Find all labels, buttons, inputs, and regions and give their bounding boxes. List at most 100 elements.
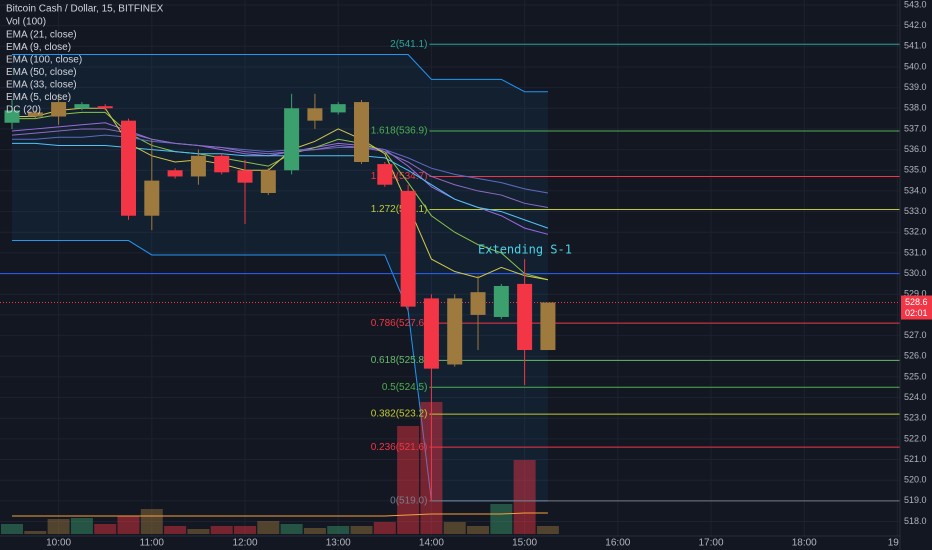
volume-bar [164,526,187,534]
volume-bar [117,516,140,534]
candle-body [144,180,160,216]
legend-entry: EMA (9, close) [6,42,71,53]
fib-label: 0.786(527.6) [371,318,428,329]
x-tick-label: 16:00 [605,538,630,549]
candle-body [214,155,230,173]
volume-bar [303,528,326,534]
volume-bar [373,522,396,534]
legend-entry: EMA (21, close) [6,30,77,41]
ema-line [11,128,549,208]
legend-entry: DC (20) [6,105,41,116]
candle-body [260,170,276,193]
candle-body [400,190,416,307]
y-tick-label: 524.0 [904,392,927,402]
dc-upper [12,54,548,93]
candle-body [354,102,370,162]
candle-body [167,170,183,177]
last-price-label: 528.6 [905,297,928,307]
ema-line [12,134,549,194]
x-tick-label: 17:00 [699,538,724,549]
y-tick-label: 532.0 [904,227,927,237]
candle-body [74,104,90,109]
y-tick-label: 526.0 [904,351,927,361]
volume-bar [257,521,280,534]
candle-body [493,285,509,317]
candle-body [377,164,393,185]
y-tick-label: 523.0 [904,413,927,423]
volume-bar [140,509,163,534]
y-tick-label: 540.0 [904,61,927,71]
y-tick-label: 531.0 [904,247,927,257]
y-tick-label: 538.0 [904,103,927,113]
volume-bar [536,526,559,534]
candle-body [307,108,323,121]
annotation: Extending S-1 [478,242,572,256]
legend-entry: EMA (50, close) [6,67,77,78]
fib-label: 0.382(523.2) [371,409,428,420]
x-tick-label: 10:00 [46,538,71,549]
volume-bar [443,522,466,534]
candle-body [51,102,67,117]
candle-body [447,298,463,365]
volume-ma [12,512,548,517]
volume-bar [327,526,350,534]
volume-bar [70,518,93,534]
volume-bar [513,460,536,534]
legend-entry: EMA (33, close) [6,80,77,91]
fib-label: 0.618(525.8) [371,355,428,366]
y-tick-label: 530.0 [904,268,927,278]
legend-entry: EMA (5, close) [6,92,71,103]
candle-body [4,110,20,123]
y-tick-label: 542.0 [904,20,927,30]
candle-body [517,283,533,351]
x-tick-label: 18:00 [792,538,817,549]
volume-bar [397,426,420,534]
y-tick-label: 543.0 [904,0,927,9]
candle-body [190,155,206,177]
candle-body [470,292,486,315]
candle-body [330,104,346,113]
y-tick-label: 518.0 [904,516,927,526]
volume-bar [24,531,47,534]
candle-body [121,120,137,216]
volume-bar [280,524,303,534]
candle-body [284,108,300,171]
y-tick-label: 541.0 [904,41,927,51]
candle-body [423,298,439,369]
fib-label: 1.414(534.7) [371,171,428,182]
fib-label: 2(541.1) [390,39,427,50]
y-tick-label: 522.0 [904,433,927,443]
ema-line [12,142,549,229]
last-price-tag [901,295,932,320]
x-tick-label: 12:00 [232,538,257,549]
volume-bar [467,526,490,534]
legend-entry: EMA (100, close) [6,55,82,66]
y-tick-label: 525.0 [904,371,927,381]
legend-title: Bitcoin Cash / Dollar, 15, BITFINEX [6,4,164,15]
x-tick-label: 13:00 [326,538,351,549]
fib-label: 0.236(521.6) [371,442,428,453]
volume-bar [234,526,257,534]
price-axis [900,0,932,550]
fib-label: 0(519.0) [390,496,427,507]
y-tick-label: 535.0 [904,165,927,175]
candle-body [540,302,556,351]
volume-bar [490,504,513,534]
fib-label: 1.618(536.9) [371,126,428,137]
candle-body [237,170,253,183]
volume-bar [1,524,23,534]
y-tick-label: 533.0 [904,206,927,216]
y-tick-label: 527.0 [904,330,927,340]
volume-bar [187,529,210,534]
y-tick-label: 539.0 [904,82,927,92]
volume-bar [350,526,373,534]
y-tick-label: 520.0 [904,475,927,485]
x-tick-label: 14:00 [419,538,444,549]
volume-bar [47,519,70,534]
x-tick-label: 11:00 [140,538,165,549]
y-tick-label: 519.0 [904,495,927,505]
volume-bar [94,524,117,534]
fib-label: 0.5(524.5) [382,382,428,393]
